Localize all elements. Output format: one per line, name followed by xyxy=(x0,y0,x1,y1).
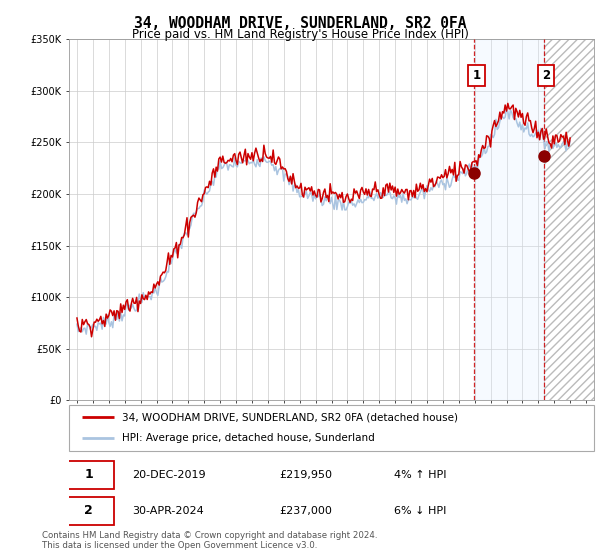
FancyBboxPatch shape xyxy=(64,497,113,525)
Bar xyxy=(544,39,594,400)
Text: HPI: Average price, detached house, Sunderland: HPI: Average price, detached house, Sund… xyxy=(121,433,374,444)
Text: 1: 1 xyxy=(473,69,481,82)
Text: 2: 2 xyxy=(85,505,93,517)
Text: 4% ↑ HPI: 4% ↑ HPI xyxy=(395,470,447,479)
Text: 2: 2 xyxy=(542,69,550,82)
Text: 34, WOODHAM DRIVE, SUNDERLAND, SR2 0FA (detached house): 34, WOODHAM DRIVE, SUNDERLAND, SR2 0FA (… xyxy=(121,412,458,422)
Text: £237,000: £237,000 xyxy=(279,506,332,516)
Text: 34, WOODHAM DRIVE, SUNDERLAND, SR2 0FA: 34, WOODHAM DRIVE, SUNDERLAND, SR2 0FA xyxy=(134,16,466,31)
Bar xyxy=(544,39,594,400)
FancyBboxPatch shape xyxy=(64,461,113,489)
Text: Contains HM Land Registry data © Crown copyright and database right 2024.
This d: Contains HM Land Registry data © Crown c… xyxy=(42,531,377,550)
Text: 20-DEC-2019: 20-DEC-2019 xyxy=(132,470,206,479)
Text: £219,950: £219,950 xyxy=(279,470,332,479)
Text: 30-APR-2024: 30-APR-2024 xyxy=(132,506,204,516)
Bar xyxy=(474,39,544,400)
Text: 6% ↓ HPI: 6% ↓ HPI xyxy=(395,506,447,516)
Text: Price paid vs. HM Land Registry's House Price Index (HPI): Price paid vs. HM Land Registry's House … xyxy=(131,28,469,41)
FancyBboxPatch shape xyxy=(69,405,594,451)
Text: 1: 1 xyxy=(85,468,93,481)
